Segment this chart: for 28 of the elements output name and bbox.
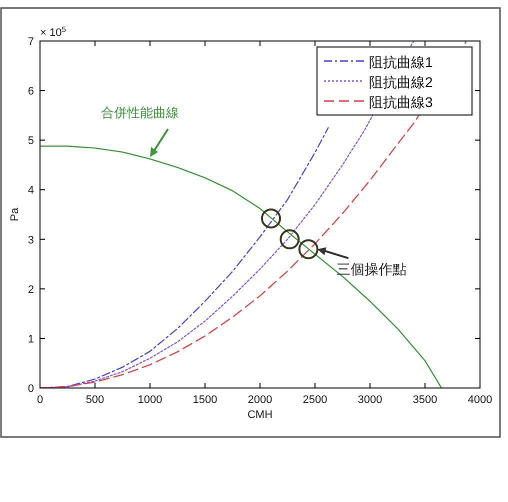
legend-label: 阻抗曲線1 [369, 54, 433, 70]
x-tick-label: 1000 [138, 394, 162, 406]
x-tick-label: 2500 [302, 394, 328, 406]
x-tick-label: 500 [86, 394, 104, 406]
annotation: 三個操作點 [336, 261, 406, 278]
point [298, 239, 318, 260]
y-tick-label: 3 [28, 234, 34, 246]
point [261, 208, 281, 228]
y-tick-label: 2 [28, 284, 34, 296]
legend-label: 阻抗曲線3 [369, 94, 433, 110]
x-tick-label: 3000 [358, 394, 382, 406]
y-tick-label: 4 [28, 184, 34, 197]
y-tick-label: 7 [28, 36, 34, 48]
x-tick-label: 3500 [412, 394, 438, 406]
y-tick-label: 5 [28, 135, 34, 148]
x-tick-label: 0 [36, 394, 44, 406]
legend-label: 阻抗曲線2 [369, 74, 433, 90]
x-tick-label: 1500 [192, 394, 218, 406]
x-axis-title: CMH [247, 409, 273, 421]
y-tick-label: 0 [28, 383, 34, 395]
y-axis-title: Pa [9, 206, 21, 222]
text: × 10$^{5}$ [40, 24, 66, 39]
y-tick-label: 6 [28, 86, 34, 98]
y-tick-label: 1 [28, 333, 34, 346]
text: 合併性能曲線 [101, 104, 179, 120]
point [280, 229, 300, 250]
x-tick-label: 2000 [248, 394, 272, 406]
x-tick-label: 4000 [468, 394, 492, 406]
